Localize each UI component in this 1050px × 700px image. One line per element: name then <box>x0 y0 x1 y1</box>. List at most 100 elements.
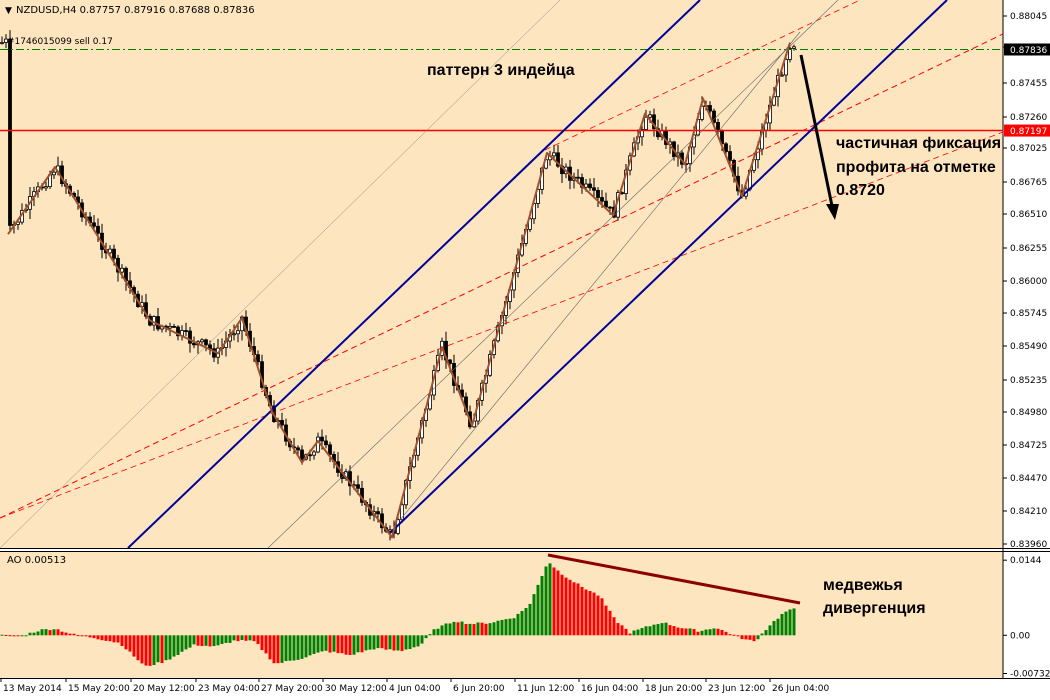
ao-bar <box>704 629 708 636</box>
ao-bar <box>240 635 244 640</box>
ao-bar <box>632 630 636 636</box>
ao-bar <box>140 635 144 664</box>
ao-bar <box>528 603 532 636</box>
trendline-dashed-upper <box>0 33 1003 519</box>
price-tick-label: 0.84980 <box>1010 408 1047 418</box>
ao-bar <box>692 629 696 636</box>
ao-bar <box>280 635 284 663</box>
ao-bar <box>100 635 104 641</box>
ao-bar <box>592 592 596 636</box>
ao-bar <box>628 633 632 636</box>
pattern-annotation: паттерн 3 индейца <box>427 62 575 79</box>
ao-bar <box>252 635 256 642</box>
ao-bar <box>764 630 768 636</box>
ao-label: AO 0.00513 <box>7 555 66 566</box>
ao-bar <box>656 624 660 636</box>
price-tick-label: 0.85745 <box>1010 309 1047 319</box>
channel-inner-2 <box>399 31 801 521</box>
ao-bar <box>84 635 88 637</box>
price-axis[interactable]: 0.880450.877500.874550.872600.870250.867… <box>1003 12 1050 550</box>
header-triangle-icon[interactable]: ▼ <box>5 6 12 16</box>
ao-bar <box>292 635 296 661</box>
candle <box>784 55 788 82</box>
ao-bar <box>396 635 400 651</box>
ao-bar <box>272 635 276 664</box>
candle <box>792 44 796 51</box>
ao-bar <box>664 622 668 636</box>
ao-bar <box>736 635 740 637</box>
ao-bar <box>512 618 516 636</box>
ao-bar <box>508 618 512 636</box>
ao-bar <box>300 635 304 659</box>
ao-bar <box>772 620 776 636</box>
ao-bar <box>708 629 712 636</box>
ao-bar <box>204 635 208 646</box>
candle <box>596 187 600 208</box>
price-tick-label: 0.84470 <box>1010 474 1047 484</box>
ao-bar <box>380 635 384 649</box>
ao-bar <box>296 635 300 660</box>
ao-bar <box>80 635 84 637</box>
ao-bar <box>424 635 428 639</box>
ao-bar <box>544 566 548 636</box>
ao-bar <box>412 635 416 648</box>
ao-bar <box>332 635 336 652</box>
ao-bar <box>436 628 440 636</box>
ao-bar <box>124 635 128 650</box>
ao-bar <box>192 635 196 645</box>
ao-bar <box>152 635 156 666</box>
ao-bar <box>468 623 472 636</box>
time-tick-label: 20 May 12:00 <box>133 684 195 694</box>
ao-bar <box>608 610 612 636</box>
ao-bar <box>56 629 60 636</box>
price-tick-label: 0.87260 <box>1010 113 1047 123</box>
ao-bar <box>376 635 380 649</box>
ao-bar <box>20 635 24 637</box>
candle <box>236 323 240 343</box>
channel-inner-1 <box>267 0 839 548</box>
ao-bar <box>212 635 216 647</box>
candle <box>328 441 332 463</box>
ao-bar <box>620 625 624 636</box>
ao-bar <box>320 635 324 652</box>
ao-bar <box>724 631 728 636</box>
candles <box>0 30 796 541</box>
ao-bar <box>492 622 496 636</box>
ao-axis[interactable]: 0.0144 0.00 -0.00732 <box>1003 556 1050 679</box>
ao-bar <box>480 622 484 636</box>
ao-bar <box>24 635 28 637</box>
ao-bar <box>584 589 588 636</box>
ao-bar <box>236 635 240 642</box>
ao-bar <box>444 623 448 636</box>
ao-bar <box>684 628 688 636</box>
trendline-dashed-lower <box>0 131 1003 519</box>
ao-bar <box>268 635 272 660</box>
trendline-dashed-top <box>544 0 861 151</box>
ao-bar <box>4 634 8 636</box>
price-tick-label: 0.87025 <box>1010 144 1047 154</box>
price-tick-label: 0.83960 <box>1010 540 1047 550</box>
ao-bar <box>792 608 796 636</box>
candle <box>184 322 188 337</box>
candle <box>172 323 176 329</box>
price-panel[interactable] <box>0 0 1003 548</box>
price-tick-label: 0.85490 <box>1010 342 1047 352</box>
ao-bar <box>612 617 616 636</box>
price-tick-label: 0.88045 <box>1010 12 1047 22</box>
ao-bar <box>52 629 56 636</box>
ao-bar <box>580 586 584 636</box>
ao-bar <box>384 635 388 650</box>
ao-bar <box>648 626 652 636</box>
ao-bar <box>248 635 252 641</box>
time-tick-label: 4 Jun 04:00 <box>389 684 441 694</box>
ao-bar <box>336 635 340 654</box>
candle <box>640 125 644 146</box>
ao-bar <box>760 633 764 636</box>
ao-bar <box>288 635 292 661</box>
time-axis[interactable]: 13 May 2014 15 May 20:00 20 May 12:00 23 Ma… <box>0 678 829 694</box>
ao-bar <box>220 635 224 644</box>
time-tick-label: 23 May 04:00 <box>198 684 260 694</box>
candle <box>92 215 96 229</box>
ao-bar <box>568 579 572 636</box>
